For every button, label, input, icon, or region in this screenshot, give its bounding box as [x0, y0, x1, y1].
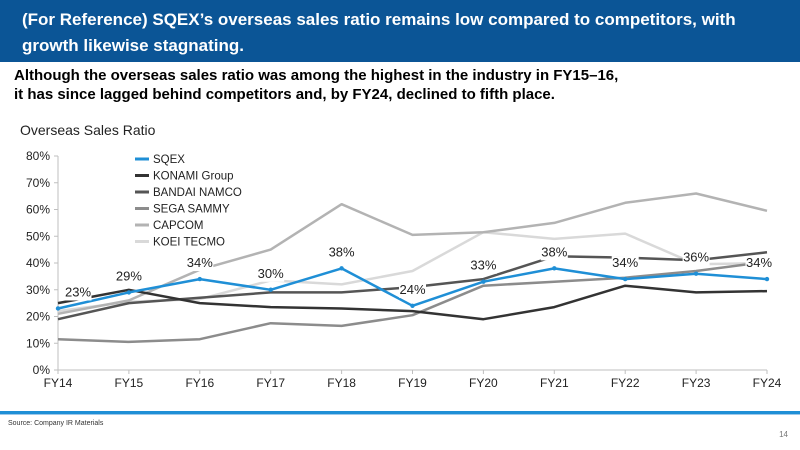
sqex-data-label: 33% — [470, 258, 496, 273]
legend-label: SQEX — [153, 154, 185, 166]
y-tick-label: 80% — [26, 149, 50, 163]
sqex-point — [55, 306, 61, 311]
y-tick-label: 50% — [26, 229, 50, 243]
sqex-data-label: 34% — [612, 255, 638, 270]
legend-label: KOEI TECMO — [153, 237, 225, 249]
sqex-label-bg — [540, 245, 568, 261]
sqex-label-bg — [186, 256, 214, 272]
x-tick-label: FY19 — [398, 376, 427, 390]
sqex-data-label: 34% — [746, 255, 772, 270]
legend-label: CAPCOM — [153, 220, 203, 232]
sqex-label-bg — [682, 250, 710, 266]
sqex-point — [623, 276, 628, 282]
y-tick-label: 0% — [33, 363, 51, 377]
chart-title: Overseas Sales Ratio — [20, 122, 156, 138]
x-tick-label: FY17 — [256, 376, 285, 390]
sqex-data-label: 29% — [116, 268, 142, 283]
sqex-label-bg — [328, 245, 356, 261]
sqex-data-label: 38% — [329, 244, 355, 259]
y-tick-label: 60% — [26, 203, 50, 217]
series-line-konami-group — [57, 284, 768, 321]
legend-label: SEGA SAMMY — [153, 204, 230, 216]
sqex-point — [481, 279, 486, 284]
series-line-sega-sammy — [57, 260, 768, 344]
sqex-label-bg — [469, 258, 497, 274]
sqex-label-bg — [611, 256, 639, 272]
y-tick-label: 30% — [26, 283, 50, 297]
legend-label: BANDAI NAMCO — [153, 187, 242, 199]
x-tick-label: FY15 — [115, 376, 144, 390]
sqex-label-bg — [745, 256, 773, 272]
sqex-point — [693, 271, 699, 276]
sqex-point — [552, 266, 557, 271]
sqex-point — [126, 290, 132, 295]
sqex-label-bg — [64, 285, 92, 301]
footer-divider — [0, 411, 800, 414]
y-tick-label: 40% — [26, 256, 50, 270]
x-tick-label: FY24 — [753, 376, 782, 390]
slide-title: (For Reference) SQEX’s overseas sales ra… — [22, 10, 736, 55]
sqex-data-label: 36% — [683, 250, 709, 265]
source-note: Source: Company IR Materials — [8, 420, 104, 427]
sqex-point — [197, 276, 202, 282]
x-tick-label: FY18 — [327, 376, 356, 390]
sqex-data-label: 30% — [258, 266, 284, 281]
title-bar: (For Reference) SQEX’s overseas sales ra… — [0, 0, 800, 62]
sqex-point — [268, 287, 273, 292]
series-line-capcom — [57, 192, 768, 316]
y-tick-label: 70% — [26, 176, 50, 190]
x-tick-label: FY16 — [185, 376, 214, 390]
sqex-point — [764, 276, 770, 282]
x-tick-label: FY21 — [540, 376, 569, 390]
x-tick-label: FY23 — [682, 376, 711, 390]
sqex-point — [339, 266, 344, 271]
slide-subtitle: Although the overseas sales ratio was am… — [14, 67, 619, 103]
y-tick-label: 20% — [26, 310, 50, 324]
sqex-data-label: 34% — [187, 255, 213, 270]
sqex-data-label: 38% — [541, 244, 567, 259]
y-tick-label: 10% — [26, 336, 50, 350]
sqex-label-bg — [257, 266, 285, 282]
x-tick-label: FY20 — [469, 376, 498, 390]
sqex-data-label: 24% — [399, 282, 425, 297]
sqex-data-label: 23% — [65, 284, 91, 299]
page-number: 14 — [779, 430, 788, 439]
sqex-label-bg — [399, 282, 426, 298]
footer-divider-thin — [0, 414, 800, 415]
sqex-label-bg — [115, 269, 143, 285]
legend-label: KONAMI Group — [153, 171, 234, 183]
x-tick-label: FY14 — [44, 376, 73, 390]
sqex-point — [410, 303, 415, 308]
x-tick-label: FY22 — [611, 376, 640, 390]
